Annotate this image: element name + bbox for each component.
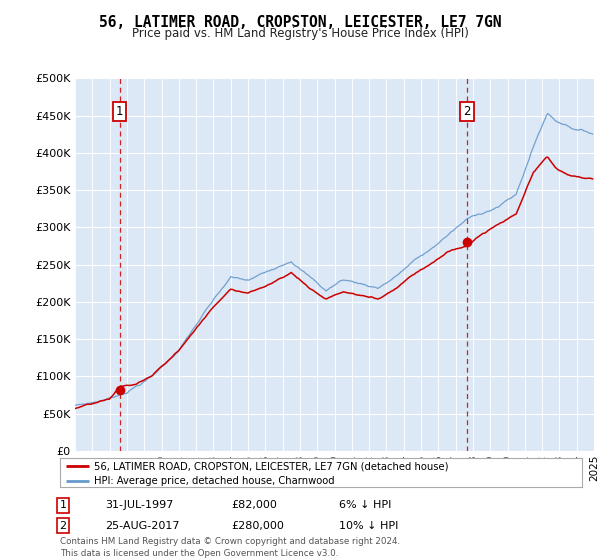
Text: 2: 2	[463, 105, 470, 118]
Text: HPI: Average price, detached house, Charnwood: HPI: Average price, detached house, Char…	[94, 476, 335, 486]
Text: 2: 2	[59, 521, 67, 531]
Text: 56, LATIMER ROAD, CROPSTON, LEICESTER, LE7 7GN: 56, LATIMER ROAD, CROPSTON, LEICESTER, L…	[99, 15, 501, 30]
Text: £280,000: £280,000	[231, 521, 284, 531]
Text: 31-JUL-1997: 31-JUL-1997	[105, 500, 173, 510]
Text: 6% ↓ HPI: 6% ↓ HPI	[339, 500, 391, 510]
Text: Contains HM Land Registry data © Crown copyright and database right 2024.
This d: Contains HM Land Registry data © Crown c…	[60, 537, 400, 558]
Text: 1: 1	[59, 500, 67, 510]
Text: 56, LATIMER ROAD, CROPSTON, LEICESTER, LE7 7GN (detached house): 56, LATIMER ROAD, CROPSTON, LEICESTER, L…	[94, 461, 448, 471]
Text: Price paid vs. HM Land Registry's House Price Index (HPI): Price paid vs. HM Land Registry's House …	[131, 27, 469, 40]
Text: 1: 1	[116, 105, 124, 118]
Text: £82,000: £82,000	[231, 500, 277, 510]
Text: 10% ↓ HPI: 10% ↓ HPI	[339, 521, 398, 531]
Text: 25-AUG-2017: 25-AUG-2017	[105, 521, 179, 531]
